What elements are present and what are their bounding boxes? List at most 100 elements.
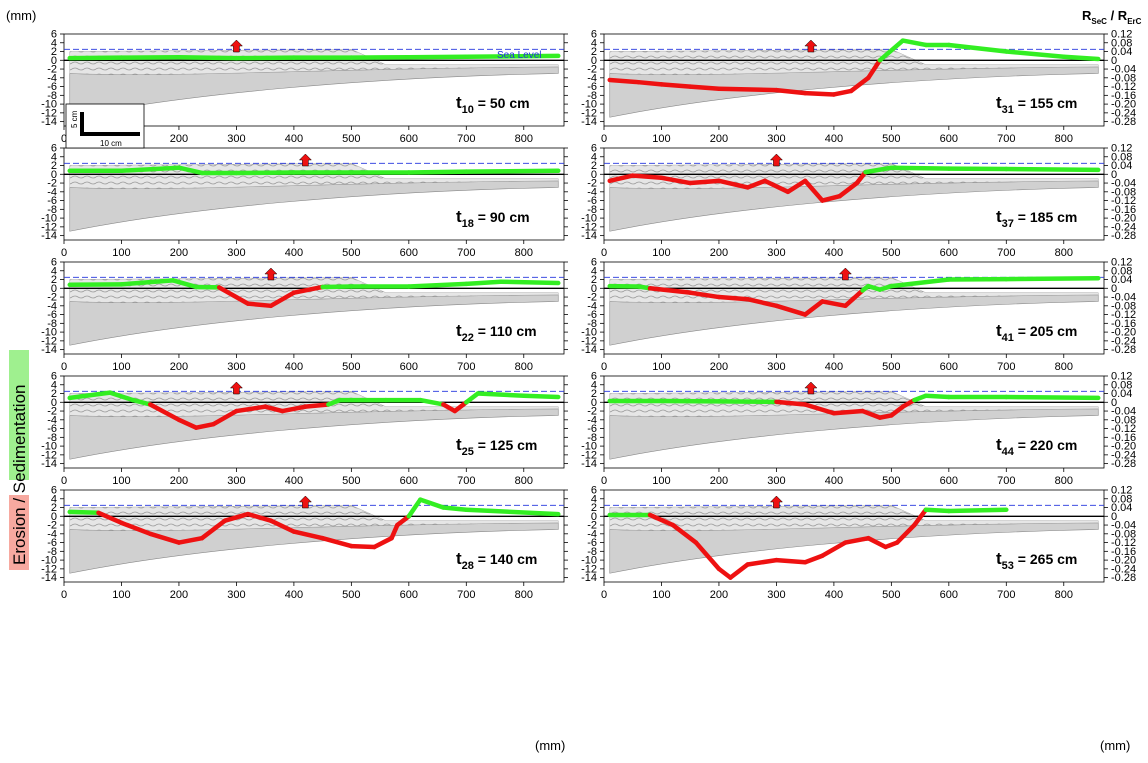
x-tick-label: 0: [601, 589, 607, 601]
x-tick-label: 600: [400, 361, 418, 373]
x-tick-label: 500: [342, 589, 360, 601]
x-tick-label: 700: [457, 361, 475, 373]
curve-segment: [805, 93, 834, 94]
x-tick-label: 400: [825, 475, 843, 487]
curve-segment: [903, 41, 926, 45]
panel: 6420-2-4-6-8-10-12-140100200300400500600…: [41, 143, 568, 260]
x-tick-label: 200: [710, 361, 728, 373]
panel: 6420-2-4-6-8-10-12-140.120.080.040-0.04-…: [581, 371, 1136, 488]
curve-segment: [121, 168, 178, 171]
x-tick-label: 800: [1055, 133, 1073, 145]
x-tick-label: 300: [227, 247, 245, 259]
x-tick-label: 100: [112, 247, 130, 259]
curve-segment: [1064, 57, 1098, 59]
curve-segment: [248, 304, 271, 306]
stage-label-rest: = 155 cm: [1014, 95, 1077, 111]
stage-label-rest: = 90 cm: [474, 209, 530, 225]
curve-segment: [776, 90, 805, 93]
curve-segment: [409, 284, 466, 287]
curve-segment: [926, 510, 949, 511]
x-tick-label: 0: [61, 361, 67, 373]
y-tick-label: -14: [41, 116, 57, 128]
right-tick-label: -0.28: [1111, 458, 1136, 470]
curve-segment: [891, 168, 948, 169]
curve-segment: [633, 176, 662, 178]
x-tick-label: 500: [882, 247, 900, 259]
x-tick-label: 100: [112, 361, 130, 373]
x-tick-label: 600: [400, 589, 418, 601]
stage-label: t25 = 125 cm: [456, 435, 537, 458]
x-tick-label: 600: [400, 475, 418, 487]
side-label-slash: /: [10, 493, 29, 507]
right-axis-label: RSeC / RErC: [1082, 8, 1142, 26]
curve-segment: [805, 556, 822, 563]
curve-segment: [834, 91, 851, 95]
y-tick-label: -14: [41, 344, 57, 356]
x-tick-label: 300: [767, 475, 785, 487]
x-tick-label: 600: [940, 589, 958, 601]
bottom-axis-unit-right: (mm): [1100, 738, 1130, 753]
x-tick-label: 200: [170, 475, 188, 487]
panel: 6420-2-4-6-8-10-12-140.120.080.040-0.04-…: [581, 29, 1136, 146]
x-tick-label: 400: [285, 361, 303, 373]
x-tick-label: 300: [767, 133, 785, 145]
x-tick-label: 800: [515, 589, 533, 601]
curve-segment: [661, 84, 690, 86]
x-tick-label: 500: [882, 133, 900, 145]
curve-segment: [690, 87, 719, 89]
x-tick-label: 100: [112, 589, 130, 601]
panel: 6420-2-4-6-8-10-12-140.120.080.040-0.04-…: [581, 143, 1136, 260]
stage-label: t31 = 155 cm: [996, 93, 1077, 116]
x-tick-label: 600: [400, 247, 418, 259]
x-tick-label: 500: [882, 589, 900, 601]
x-tick-label: 300: [227, 589, 245, 601]
svg-text:Erosion / Sedimentation: Erosion / Sedimentation: [10, 385, 29, 566]
x-tick-label: 800: [1055, 475, 1073, 487]
x-tick-label: 400: [825, 133, 843, 145]
x-tick-label: 0: [61, 247, 67, 259]
stage-label-sub: 31: [1002, 104, 1014, 116]
x-tick-label: 100: [652, 361, 670, 373]
x-tick-label: 0: [601, 133, 607, 145]
x-tick-label: 800: [1055, 589, 1073, 601]
curve-segment: [409, 172, 466, 173]
curve-segment: [748, 560, 777, 564]
x-tick-label: 700: [997, 247, 1015, 259]
x-tick-label: 800: [515, 247, 533, 259]
x-tick-label: 100: [112, 475, 130, 487]
scale-bar-vertical-label: 5 cm: [70, 110, 79, 128]
curve-segment: [719, 89, 776, 90]
stage-label-sub: 25: [462, 446, 474, 458]
sea-level-label: Sea Level: [497, 50, 541, 61]
curve-segment: [478, 394, 524, 396]
curve-segment: [501, 282, 558, 283]
scale-bar-horizontal-label: 10 cm: [100, 139, 122, 148]
y-tick-label: -14: [581, 116, 597, 128]
curve-segment: [420, 400, 443, 404]
x-tick-label: 700: [997, 361, 1015, 373]
x-tick-label: 300: [767, 589, 785, 601]
right-tick-label: -0.28: [1111, 230, 1136, 242]
stage-label-rest: = 110 cm: [474, 323, 537, 339]
x-tick-label: 500: [342, 475, 360, 487]
x-tick-label: 300: [227, 475, 245, 487]
x-tick-label: 0: [601, 361, 607, 373]
right-tick-label: -0.28: [1111, 572, 1136, 584]
curve-segment: [1006, 169, 1098, 170]
x-tick-label: 800: [1055, 361, 1073, 373]
right-tick-label: -0.28: [1111, 116, 1136, 128]
stage-label-rest: = 140 cm: [474, 551, 537, 567]
scale-bar: 5 cm 10 cm: [66, 104, 144, 148]
x-tick-label: 500: [882, 361, 900, 373]
panels: 6420-2-4-6-8-10-12-140100200300400500600…: [41, 29, 1136, 602]
stage-label: t53 = 265 cm: [996, 549, 1077, 572]
panel: 6420-2-4-6-8-10-12-140100200300400500600…: [41, 485, 568, 602]
right-axis-label-sub2: ErC: [1127, 17, 1141, 26]
stage-label: t22 = 110 cm: [456, 321, 537, 344]
x-tick-label: 700: [457, 475, 475, 487]
x-tick-label: 300: [227, 361, 245, 373]
x-tick-label: 400: [285, 133, 303, 145]
right-axis-label-sub1: SeC: [1091, 17, 1107, 26]
x-tick-label: 800: [515, 133, 533, 145]
